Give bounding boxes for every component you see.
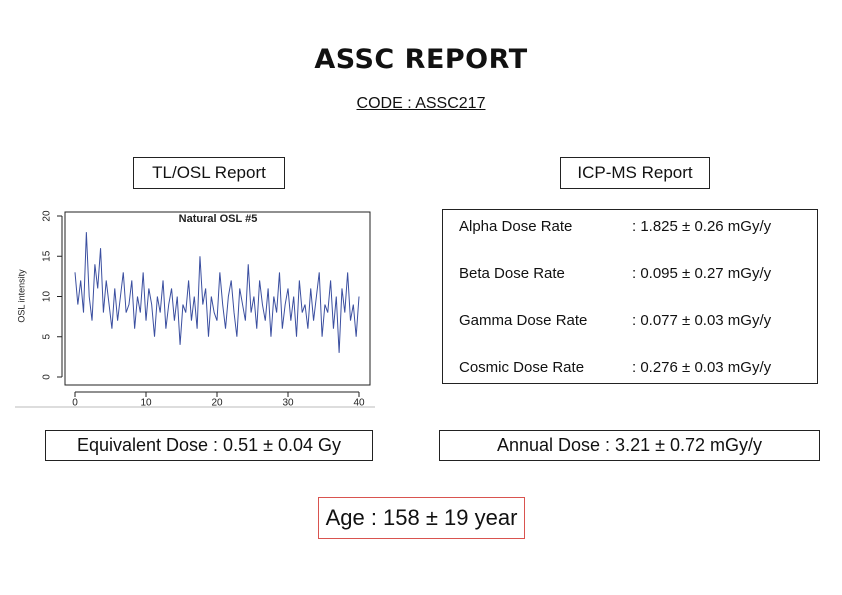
x-tick-label: 40 <box>353 398 365 409</box>
report-code: CODE : ASSC217 <box>356 95 486 112</box>
dose-label: Gamma Dose Rate <box>459 312 588 329</box>
icp-ms-heading: ICP-MS Report <box>560 157 710 189</box>
x-tick-label: 0 <box>72 398 78 409</box>
x-tick-label: 10 <box>140 398 152 409</box>
dose-value: : 0.276 ± 0.03 mGy/y <box>632 359 772 376</box>
dose-label: Alpha Dose Rate <box>459 218 573 235</box>
dose-value: : 0.095 ± 0.27 mGy/y <box>632 265 772 282</box>
tl-osl-heading: TL/OSL Report <box>133 157 285 189</box>
dose-rate-table: Alpha Dose Rate : 1.825 ± 0.26 mGy/y Bet… <box>442 209 818 384</box>
code-line: CODE : ASSC217 <box>0 95 842 113</box>
osl-chart: Natural OSL #5 OSL intensity 0 5 10 15 20 0 10… <box>15 210 375 409</box>
equivalent-dose: Equivalent Dose : 0.51 ± 0.04 Gy <box>45 430 373 461</box>
age-result: Age : 158 ± 19 year <box>318 497 525 539</box>
y-tick-label: 10 <box>42 291 53 303</box>
x-tick-label: 30 <box>282 398 294 409</box>
y-axis-label: OSL intensity <box>16 269 26 323</box>
dose-value: : 1.825 ± 0.26 mGy/y <box>632 218 772 235</box>
chart-title: Natural OSL #5 <box>179 213 258 225</box>
y-tick-label: 5 <box>42 334 53 340</box>
report-title: ASSC REPORT <box>314 44 528 75</box>
x-tick-label: 20 <box>211 398 223 409</box>
y-tick-label: 20 <box>42 210 53 222</box>
annual-dose: Annual Dose : 3.21 ± 0.72 mGy/y <box>439 430 820 461</box>
dose-label: Beta Dose Rate <box>459 265 565 282</box>
dose-value: : 0.077 ± 0.03 mGy/y <box>632 312 772 329</box>
y-tick-label: 0 <box>42 374 53 380</box>
plot-frame <box>64 211 371 386</box>
dose-label: Cosmic Dose Rate <box>459 359 585 376</box>
osl-line <box>74 232 360 353</box>
y-tick-label: 15 <box>42 250 53 262</box>
